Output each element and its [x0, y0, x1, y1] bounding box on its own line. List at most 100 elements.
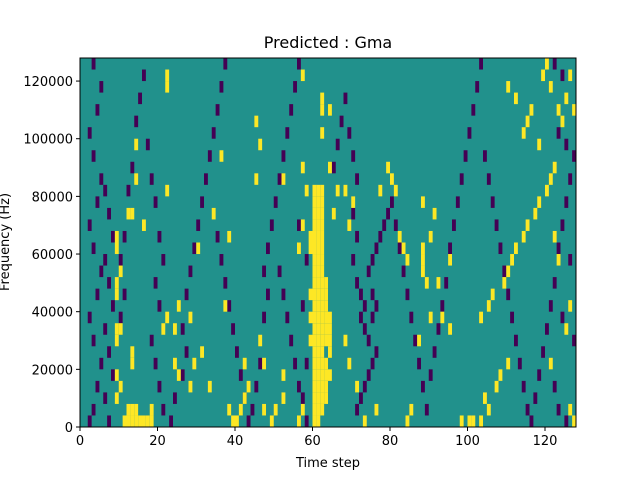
x-tick-label: 0	[76, 434, 84, 449]
heatmap-cell-low	[300, 392, 305, 404]
heatmap-cell-high	[304, 184, 309, 197]
heatmap-cell-high	[486, 403, 491, 416]
heatmap-cell-low	[87, 219, 92, 231]
heatmap-cell-high	[320, 334, 325, 347]
heatmap-cell-high	[548, 81, 553, 93]
heatmap-cell-high	[138, 415, 143, 427]
heatmap-cell-high	[316, 380, 321, 393]
heatmap-cell-high	[552, 161, 557, 174]
heatmap-cell-low	[157, 230, 162, 243]
heatmap-cell-high	[161, 323, 166, 335]
heatmap-cell-high	[498, 369, 503, 381]
heatmap-cell-high	[545, 58, 549, 70]
heatmap-cell-low	[107, 277, 112, 289]
heatmap-cell-high	[316, 403, 321, 416]
heatmap-cell-low	[355, 230, 360, 243]
heatmap-cells	[87, 58, 577, 427]
heatmap-cell-high	[525, 115, 530, 128]
heatmap-cell-high	[514, 242, 518, 255]
heatmap-cell-low	[111, 369, 115, 381]
heatmap-cell-high	[297, 242, 301, 255]
heatmap-cell-high	[316, 207, 321, 220]
heatmap-cell-low	[122, 230, 127, 243]
heatmap-cell-high	[122, 415, 127, 427]
heatmap-cell-low	[517, 357, 522, 370]
heatmap-cell-high	[386, 161, 391, 174]
heatmap-cell-low	[548, 300, 553, 312]
heatmap-cell-high	[254, 173, 259, 185]
heatmap-cell-high	[320, 104, 325, 116]
heatmap-cell-high	[552, 230, 557, 243]
heatmap-cell-high	[173, 357, 177, 370]
heatmap-cell-low	[95, 380, 100, 393]
heatmap-cell-high	[312, 300, 317, 312]
x-tick-label: 80	[382, 434, 399, 449]
heatmap-cell-low	[304, 254, 309, 266]
heatmap-cell-high	[521, 230, 526, 243]
y-tick-label: 120000	[23, 75, 73, 90]
heatmap-cell-low	[161, 403, 166, 416]
heatmap-cell-high	[312, 277, 317, 289]
heatmap-cell-low	[157, 300, 162, 312]
heatmap-cell-low	[374, 346, 379, 358]
heatmap-cell-low	[99, 265, 104, 278]
x-tick-label: 40	[227, 434, 244, 449]
heatmap-cell-high	[246, 380, 251, 393]
heatmap-cell-low	[231, 323, 236, 335]
heatmap-cell-high	[312, 242, 317, 255]
heatmap-cell-low	[366, 265, 371, 278]
heatmap-cell-high	[269, 415, 274, 427]
heatmap-cell-low	[564, 415, 569, 427]
heatmap-cell-low	[246, 415, 251, 427]
heatmap-cell-low	[339, 115, 344, 128]
x-tick-label: 100	[455, 434, 480, 449]
heatmap-cell-low	[266, 242, 270, 255]
heatmap-cell-low	[370, 311, 375, 324]
heatmap-cell-high	[312, 254, 317, 266]
heatmap-cell-high	[316, 242, 321, 255]
heatmap-cell-high	[281, 392, 286, 404]
heatmap-cell-low	[281, 150, 286, 162]
heatmap-cell-low	[281, 288, 286, 301]
heatmap-cell-low	[471, 104, 476, 116]
heatmap-cell-high	[545, 184, 549, 197]
heatmap-cell-high	[316, 311, 321, 324]
heatmap-cell-low	[215, 104, 220, 116]
heatmap-cell-high	[134, 138, 139, 151]
heatmap-cell-high	[320, 254, 325, 266]
heatmap-cell-high	[510, 254, 515, 266]
heatmap-cell-low	[173, 392, 177, 404]
heatmap-cell-low	[258, 357, 263, 370]
heatmap-cell-high	[312, 392, 317, 404]
heatmap-cell-low	[196, 219, 201, 231]
heatmap-cell-high	[335, 184, 340, 197]
heatmap-cell-high	[126, 207, 131, 220]
heatmap-cell-low	[87, 127, 92, 139]
heatmap-cell-low	[266, 288, 270, 301]
heatmap-cell-high	[192, 357, 197, 370]
heatmap-cell-low	[556, 127, 561, 139]
heatmap-cell-high	[130, 403, 135, 416]
heatmap-cell-low	[99, 173, 104, 185]
heatmap-cell-high	[320, 92, 325, 105]
heatmap-cell-high	[328, 323, 332, 335]
heatmap-cell-high	[548, 357, 553, 370]
heatmap-cell-high	[297, 415, 301, 427]
heatmap-cell-high	[556, 254, 561, 266]
heatmap-cell-high	[114, 369, 119, 381]
heatmap-cell-high	[316, 265, 321, 278]
heatmap-cell-high	[343, 334, 348, 347]
heatmap-cell-high	[320, 230, 325, 243]
x-axis: 0 20 40 60 80 100 120	[76, 427, 557, 449]
heatmap-cell-high	[312, 415, 317, 427]
heatmap-cell-high	[300, 69, 305, 82]
heatmap-cell-low	[370, 288, 375, 301]
heatmap-cell-low	[374, 300, 379, 312]
y-tick-label: 40000	[32, 306, 73, 321]
heatmap-cell-low	[556, 403, 561, 416]
heatmap-cell-low	[355, 403, 360, 416]
heatmap-cell-high	[316, 230, 321, 243]
heatmap-cell-low	[145, 138, 150, 151]
heatmap-cell-low	[552, 380, 557, 393]
heatmap-cell-high	[320, 311, 325, 324]
